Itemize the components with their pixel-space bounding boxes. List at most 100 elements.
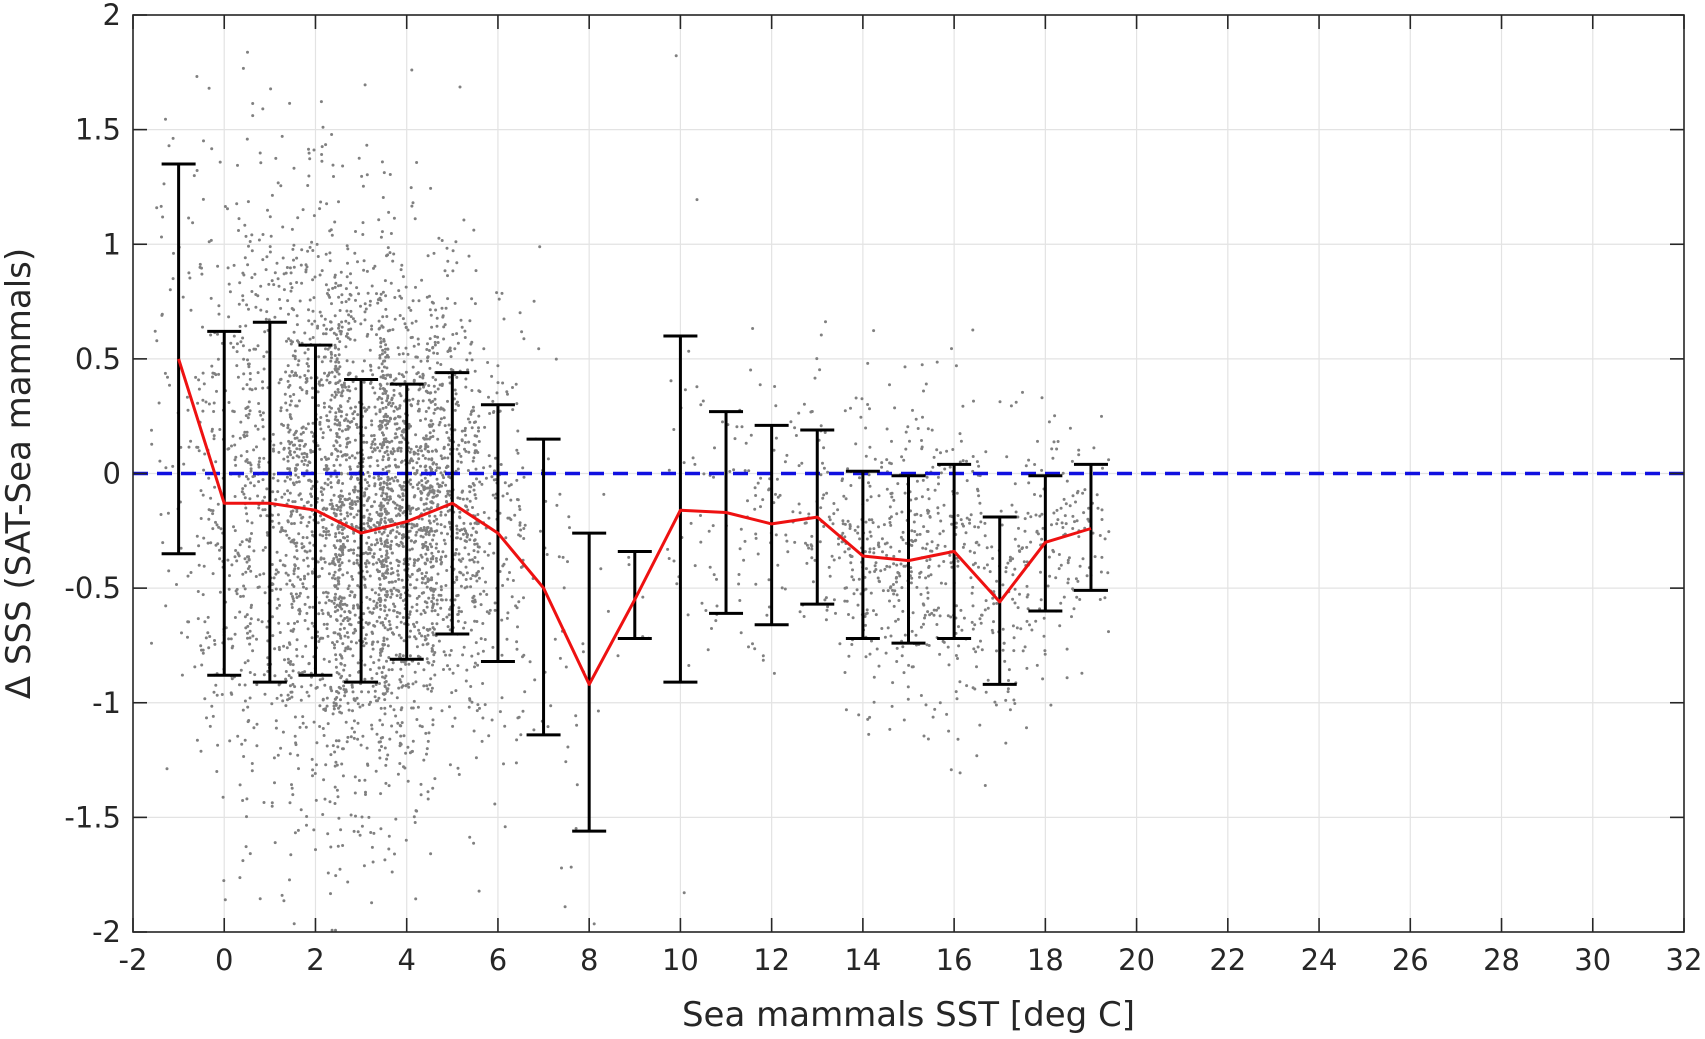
scatter-point	[290, 786, 294, 790]
scatter-point	[401, 494, 405, 498]
scatter-point	[339, 654, 343, 658]
scatter-point	[1052, 511, 1056, 515]
scatter-point	[456, 459, 460, 463]
scatter-point	[334, 703, 338, 707]
scatter-point	[319, 427, 323, 431]
scatter-point	[950, 522, 954, 526]
scatter-point	[290, 227, 294, 231]
scatter-point	[292, 166, 296, 170]
scatter-point	[158, 459, 162, 463]
scatter-point	[472, 488, 476, 492]
scatter-point	[259, 413, 263, 417]
scatter-point	[464, 565, 468, 569]
scatter-point	[448, 667, 452, 671]
scatter-point	[215, 389, 218, 393]
scatter-point	[421, 399, 425, 403]
scatter-point	[912, 520, 916, 524]
scatter-point	[1012, 698, 1016, 702]
scatter-point	[322, 778, 326, 782]
scatter-point	[430, 609, 434, 613]
scatter-point	[388, 623, 392, 627]
scatter-point	[991, 596, 995, 600]
scatter-point	[896, 571, 900, 574]
scatter-point	[274, 156, 278, 160]
x-tick-label: 14	[844, 943, 881, 977]
scatter-point	[927, 566, 931, 569]
scatter-point	[382, 485, 385, 489]
scatter-point	[291, 682, 295, 686]
scatter-point	[1077, 535, 1081, 539]
scatter-point	[481, 649, 485, 653]
scatter-point	[277, 284, 281, 288]
scatter-point	[259, 514, 263, 518]
scatter-point	[920, 495, 924, 499]
scatter-point	[442, 325, 446, 329]
scatter-point	[827, 515, 831, 519]
scatter-point	[429, 706, 433, 710]
scatter-point	[266, 208, 269, 212]
scatter-point	[394, 405, 398, 409]
scatter-point	[465, 497, 469, 501]
scatter-point	[836, 508, 840, 512]
scatter-point	[292, 922, 296, 926]
scatter-point	[1076, 489, 1080, 493]
scatter-point	[1100, 414, 1103, 418]
scatter-point	[376, 464, 380, 468]
scatter-point	[455, 575, 459, 579]
scatter-point	[1106, 571, 1110, 575]
scatter-point	[455, 524, 459, 528]
scatter-point	[286, 573, 290, 577]
scatter-point	[213, 639, 216, 642]
scatter-point	[311, 571, 314, 575]
scatter-point	[307, 174, 311, 178]
scatter-point	[463, 586, 467, 590]
scatter-point	[372, 607, 376, 611]
scatter-point	[1077, 453, 1081, 457]
scatter-point	[314, 848, 317, 852]
scatter-point	[232, 263, 236, 267]
scatter-point	[385, 757, 389, 761]
scatter-point	[279, 406, 283, 410]
scatter-point	[186, 574, 190, 578]
scatter-point	[199, 517, 203, 520]
scatter-point	[288, 467, 291, 471]
scatter-point	[810, 410, 814, 413]
scatter-point	[289, 660, 293, 663]
scatter-point	[252, 347, 256, 351]
scatter-point	[348, 674, 352, 677]
scatter-point	[494, 456, 497, 460]
scatter-point	[252, 484, 256, 488]
scatter-point	[349, 467, 352, 471]
scatter-point	[439, 513, 443, 517]
scatter-point	[627, 563, 631, 567]
scatter-point	[910, 538, 913, 542]
scatter-point	[381, 315, 385, 319]
scatter-point	[483, 550, 487, 554]
scatter-point	[1022, 560, 1026, 564]
scatter-point	[274, 572, 278, 576]
scatter-point	[187, 216, 191, 220]
y-axis-title: Δ SSS (SAT-Sea mammals)	[0, 248, 39, 699]
scatter-point	[1070, 615, 1073, 619]
scatter-point	[463, 447, 466, 451]
scatter-point	[350, 523, 354, 526]
scatter-point	[472, 594, 476, 598]
scatter-point	[333, 610, 337, 614]
scatter-point	[306, 357, 310, 361]
scatter-point	[181, 295, 185, 299]
scatter-point	[295, 648, 299, 651]
scatter-point	[383, 516, 387, 520]
scatter-point	[776, 495, 780, 499]
scatter-point	[774, 404, 778, 408]
scatter-point	[1098, 598, 1102, 601]
scatter-point	[340, 394, 344, 398]
scatter-point	[528, 660, 532, 664]
scatter-point	[329, 428, 333, 432]
scatter-point	[393, 317, 397, 321]
scatter-point	[296, 339, 299, 343]
scatter-point	[427, 507, 431, 511]
scatter-point	[400, 263, 404, 267]
scatter-point	[334, 552, 338, 556]
scatter-point	[844, 708, 848, 712]
scatter-point	[1017, 549, 1021, 553]
